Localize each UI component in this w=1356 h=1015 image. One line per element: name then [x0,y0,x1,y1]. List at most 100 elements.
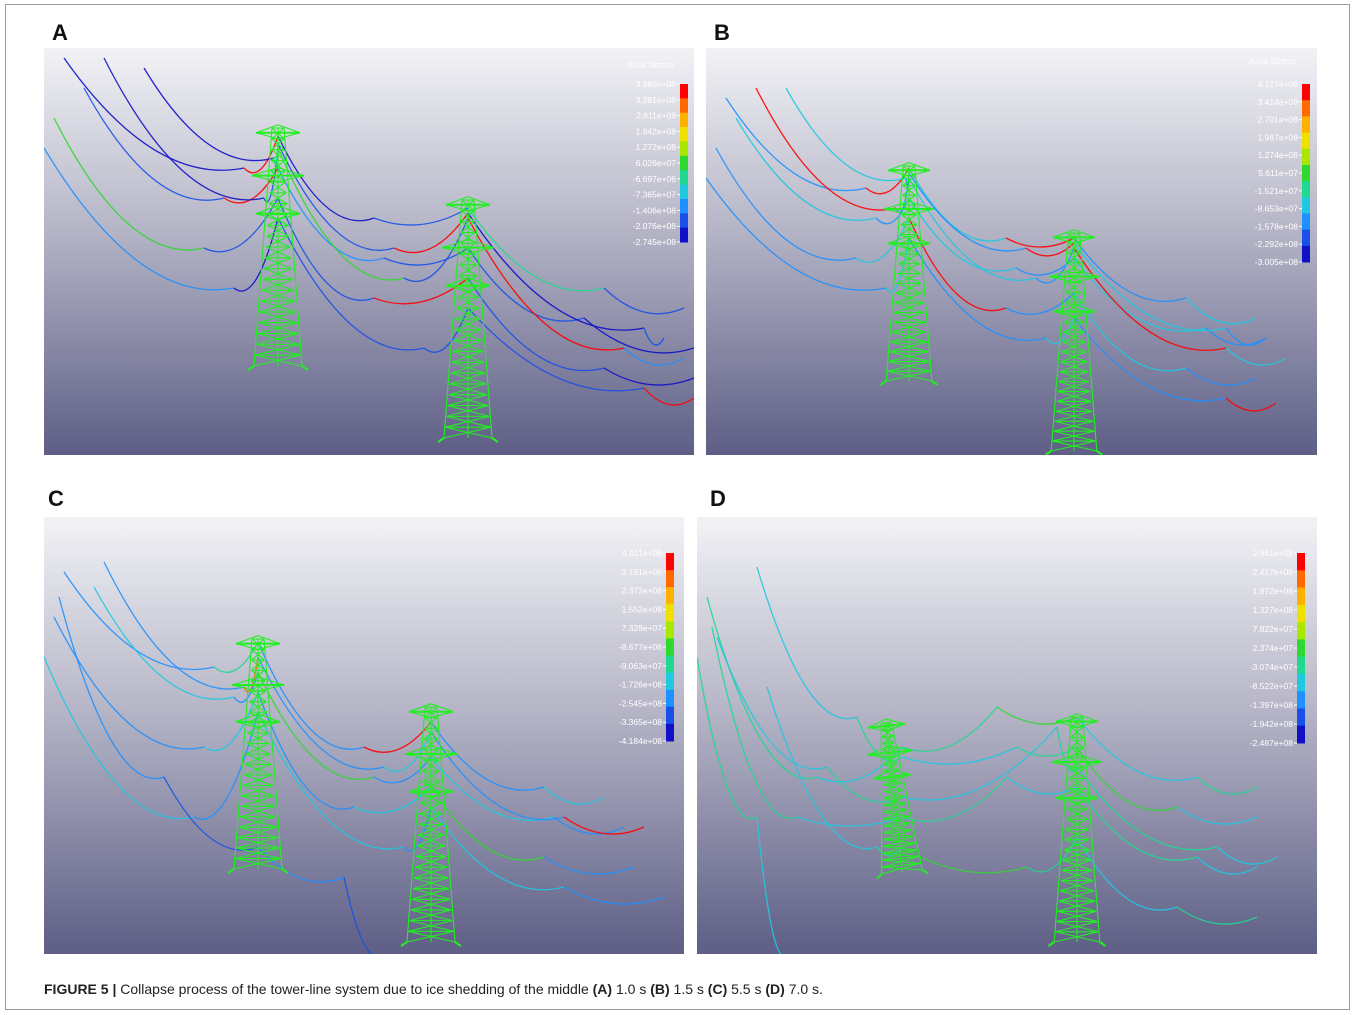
legend-color-bin [1302,229,1310,247]
panel-a-simulation: Axial Stress 3.960e+08 3.281e+08 2.611e+08 1… [44,48,694,455]
stress-legend: Axial Stress 3.960e+08 3.281e+08 2.611e+08 1… [626,60,688,247]
figure-frame [5,4,1350,1010]
legend-color-bin [1297,725,1305,744]
caption-label: FIGURE 5 | [44,981,117,997]
legend-tick-label: 1.872e+08 [1253,586,1294,596]
legend-tick-label: 6.026e+07 [636,158,677,168]
legend-color-bin [666,638,674,657]
legend-color-bin [680,127,688,142]
cable-segment [901,776,1008,822]
legend-tick-label: 1.274e+08 [1258,150,1299,160]
legend-tick-label: 7.822e+07 [1253,624,1294,634]
legend-color-bin [1302,100,1310,117]
legend-title: Axial Stress [626,60,674,70]
simulation-view: Axial Stress 3.960e+08 3.281e+08 2.611e+08 1… [44,48,694,455]
cable-segment [403,217,469,283]
legend-color-bin [680,170,688,186]
cable-segment [725,97,867,192]
cable-segment [423,307,469,353]
cable-segment [706,596,818,780]
cable-segment [63,571,215,671]
panel-d-simulation: Axial Stress2.961e+082.417e+081.872e+081… [697,517,1317,954]
legend-color-bin [666,621,674,639]
cable-segment [58,596,165,780]
simulation-view: Axial Stress2.961e+082.417e+081.872e+081… [697,517,1317,954]
figure-caption: FIGURE 5 | Collapse process of the tower… [44,981,1334,997]
legend-color-bin [1297,656,1305,675]
legend-tick-label: 1.987e+08 [1258,132,1299,142]
legend-tick-label: 7.328e+07 [622,623,663,633]
legend-color-bin [680,227,688,243]
caption-part-a-time: 1.0 s [612,981,651,997]
legend-color-bin [1297,587,1305,606]
legend-color-bin [680,155,688,171]
legend-color-bin [680,112,688,128]
cable-segment [257,711,405,850]
background-gradient [44,517,684,954]
legend-tick-label: -3.074e+07 [1250,662,1294,672]
legend-tick-label: 3.281e+08 [636,95,677,105]
legend-color-bin [1302,132,1310,150]
legend-tick-label: 2.374e+07 [1253,643,1294,653]
transmission-tower [247,124,309,371]
caption-part-c-letter: (C) [707,981,728,997]
legend-tick-label: 2.372e+08 [622,586,663,596]
legend-tick-label: -1.942e+08 [1250,719,1294,729]
cable-segment [706,177,887,291]
legend-color-bin [680,98,688,114]
panel-b-simulation: Axial Stress 4.127e+08 3.414e+08 2.701e+08 1… [706,48,1317,455]
legend-tick-label: 3.191e+08 [622,567,663,577]
legend-tick-label: -1.578e+08 [1255,221,1299,231]
cable-segment [1185,297,1257,325]
cable-segment [735,117,877,222]
background-gradient [697,517,1317,954]
cable-segment [603,287,685,315]
cable-segment [143,67,275,162]
legend-tick-label: -8.677e+06 [619,642,663,652]
legend-tick-label: 3.414e+08 [1258,97,1299,107]
cable-segment [603,367,694,386]
legend-color-bin [680,184,688,200]
cable-segment [855,217,910,263]
cable-segment [53,616,205,750]
legend-tick-label: 4.011e+08 [622,548,662,558]
cable-segment [1225,397,1277,412]
cable-segment [1225,327,1267,346]
legend-color-bin [1302,181,1310,198]
cable-segment [875,197,910,225]
stress-legend: Axial Stress4.011e+083.191e+082.372e+081… [619,548,674,746]
legend-title: Axial Stress [1248,56,1296,66]
cable-segment [163,776,259,851]
caption-part-b-letter: (B) [650,981,670,997]
cable-segment [563,886,665,905]
cable-segment [908,172,1027,252]
cable-segment [1073,242,1227,332]
legend-tick-label: -1.521e+07 [1255,186,1299,196]
cable-segment [243,135,279,174]
cable-segment [1035,247,1075,284]
cable-segment [467,247,585,322]
transmission-tower [879,162,939,386]
legend-color-bin [1297,553,1305,571]
legend-color-bin [1302,116,1310,134]
cable-segment [901,706,998,752]
cable-segment [766,686,878,850]
cable-segment [277,135,375,222]
legend-color-bin [1297,639,1305,658]
legend-color-bin [666,706,674,725]
legend-color-bin [666,655,674,674]
cable-segment [643,387,694,406]
legend-tick-label: -9.063e+07 [619,661,663,671]
cable-segment [643,327,665,346]
cable-segment [1176,906,1258,925]
legend-tick-label: -8.653e+07 [1255,204,1299,214]
cable-segment [430,721,545,791]
legend-tick-label: 2.701e+08 [1258,115,1299,125]
cable-segment [44,656,195,820]
cable-segment [363,721,432,753]
cable-segment [901,846,1028,874]
cable-segment [44,147,235,291]
cable-segment [715,147,857,261]
caption-part-a-letter: (A) [592,981,613,997]
cable-segment [203,691,259,752]
